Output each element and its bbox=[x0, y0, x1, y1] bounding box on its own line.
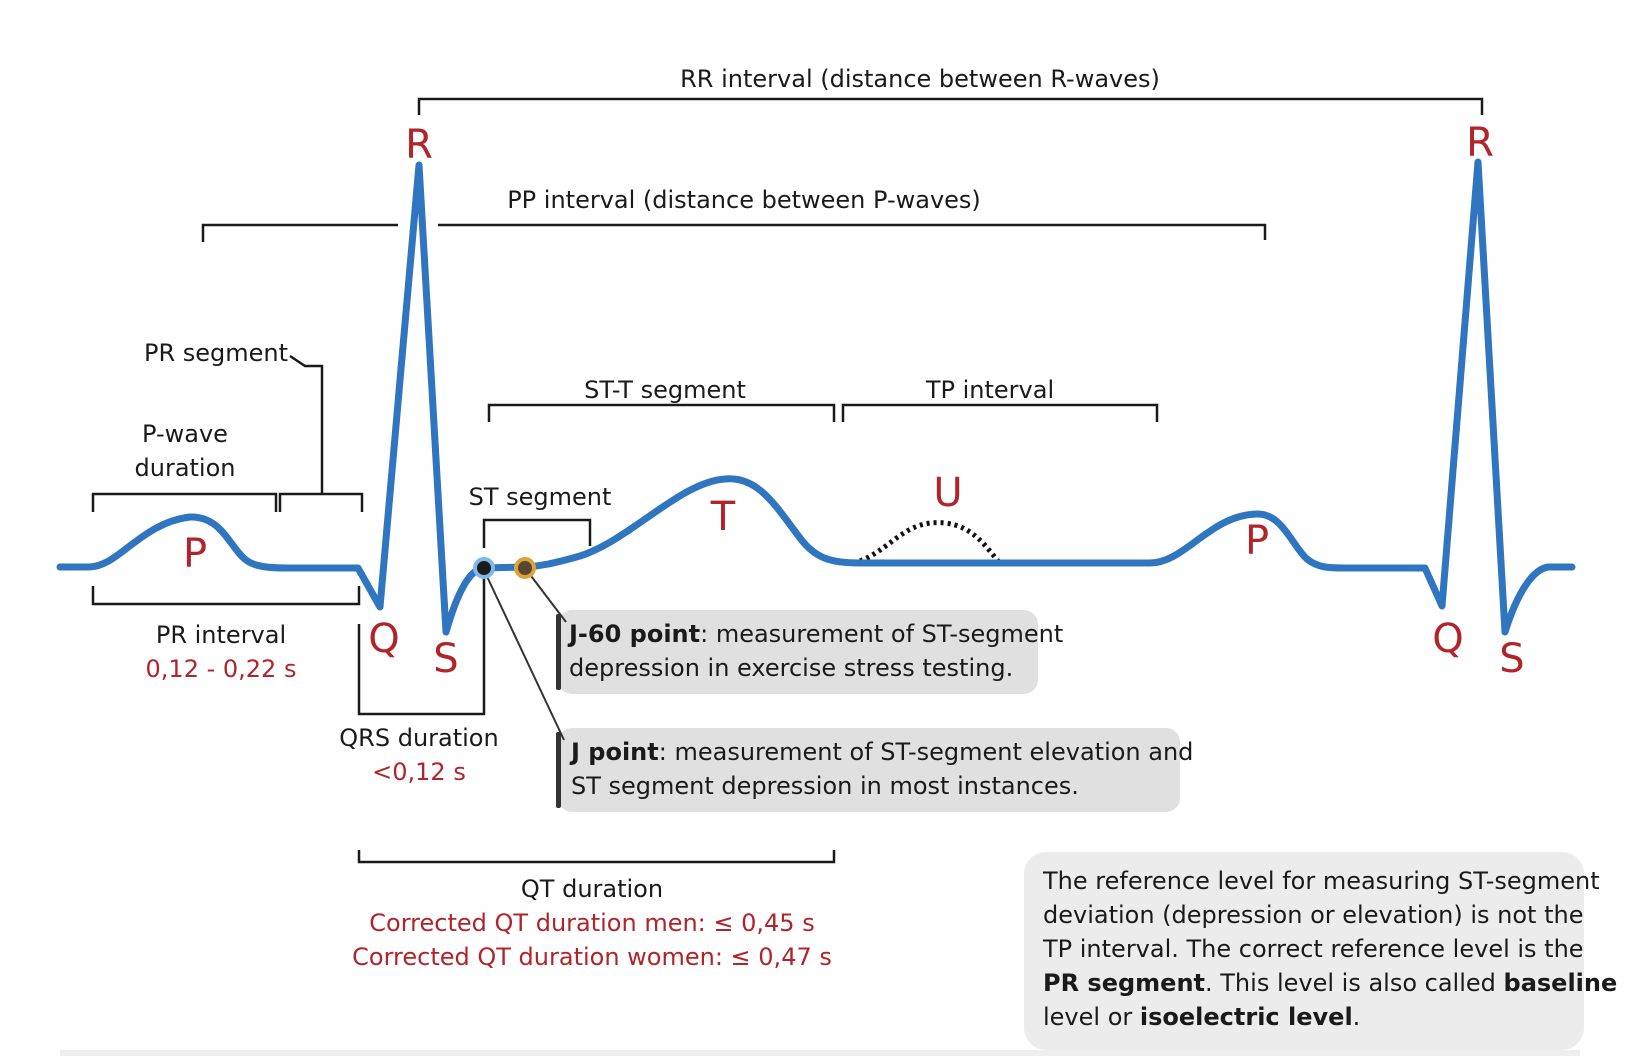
note-box bbox=[1024, 852, 1584, 1050]
j60-callout-line2: depression in exercise stress testing. bbox=[569, 654, 1013, 682]
q-wave-label-2: Q bbox=[1432, 616, 1463, 662]
j60-callout-edge bbox=[556, 614, 561, 690]
p-wave-duration-label-line2: duration bbox=[135, 454, 236, 482]
q-wave-label-1: Q bbox=[368, 616, 399, 662]
qt-duration-bracket bbox=[357, 850, 836, 864]
j60-point-marker bbox=[514, 557, 536, 579]
ecg-trace bbox=[56, 158, 1576, 636]
pr-interval-value: 0,12 - 0,22 s bbox=[146, 655, 297, 683]
pr-segment-leader bbox=[289, 354, 324, 494]
qt-men-value: Corrected QT duration men: ≤ 0,45 s bbox=[369, 909, 814, 937]
tp-interval-bracket bbox=[841, 403, 1159, 422]
j-point-marker bbox=[473, 557, 495, 579]
qrs-duration-label: QRS duration bbox=[339, 724, 498, 752]
j60-callout-line1: J-60 point: measurement of ST-segment bbox=[567, 620, 1063, 648]
j-callout-edge bbox=[556, 732, 561, 808]
r-wave-label-2: R bbox=[1466, 120, 1494, 166]
j-callout-line2: ST segment depression in most instances. bbox=[571, 772, 1079, 800]
j-callout-line1: J point: measurement of ST-segment eleva… bbox=[569, 738, 1193, 766]
qt-women-value: Corrected QT duration women: ≤ 0,47 s bbox=[352, 943, 832, 971]
pp-interval-bracket-left bbox=[201, 223, 398, 242]
pp-interval-bracket-right bbox=[438, 223, 1267, 240]
t-wave-label: T bbox=[710, 494, 736, 540]
footer-strip bbox=[60, 1050, 1580, 1056]
st-t-segment-label: ST-T segment bbox=[584, 376, 746, 404]
p-wave-label-2: P bbox=[1245, 518, 1269, 564]
rr-interval-bracket bbox=[417, 97, 1484, 115]
j60-callout-box bbox=[558, 610, 1038, 694]
qrs-duration-bracket bbox=[357, 572, 486, 716]
note-line4: PR segment. This level is also called ba… bbox=[1043, 969, 1617, 997]
qrs-duration-value: <0,12 s bbox=[372, 758, 466, 786]
s-wave-label-1: S bbox=[433, 636, 458, 682]
rr-interval-label: RR interval (distance between R-waves) bbox=[680, 65, 1160, 93]
u-wave bbox=[859, 520, 1000, 564]
pp-interval-label: PP interval (distance between P-waves) bbox=[507, 186, 981, 214]
note-line3: TP interval. The correct reference level… bbox=[1042, 935, 1584, 963]
pr-interval-label: PR interval bbox=[156, 621, 286, 649]
qt-duration-label: QT duration bbox=[521, 875, 663, 903]
r-wave-label-1: R bbox=[405, 122, 433, 168]
st-segment-label: ST segment bbox=[469, 483, 612, 511]
p-wave-duration-bracket bbox=[91, 492, 278, 512]
pr-segment-bracket bbox=[278, 492, 364, 512]
note-line5: level or isoelectric level. bbox=[1043, 1003, 1360, 1031]
j60-leader bbox=[524, 567, 567, 623]
s-wave-label-2: S bbox=[1499, 636, 1524, 682]
p-wave-label-1: P bbox=[183, 531, 207, 577]
note-line2: deviation (depression or elevation) is n… bbox=[1043, 901, 1583, 929]
note-line1: The reference level for measuring ST-seg… bbox=[1042, 867, 1600, 895]
j-leader bbox=[482, 567, 565, 741]
pr-segment-label: PR segment bbox=[144, 339, 288, 367]
pr-interval-bracket bbox=[91, 586, 361, 606]
u-wave-label: U bbox=[933, 470, 962, 516]
j-callout-box bbox=[558, 728, 1180, 812]
tp-interval-label: TP interval bbox=[925, 376, 1054, 404]
st-segment-bracket bbox=[482, 518, 592, 548]
st-t-segment-bracket bbox=[487, 403, 836, 422]
p-wave-duration-label-line1: P-wave bbox=[142, 420, 228, 448]
